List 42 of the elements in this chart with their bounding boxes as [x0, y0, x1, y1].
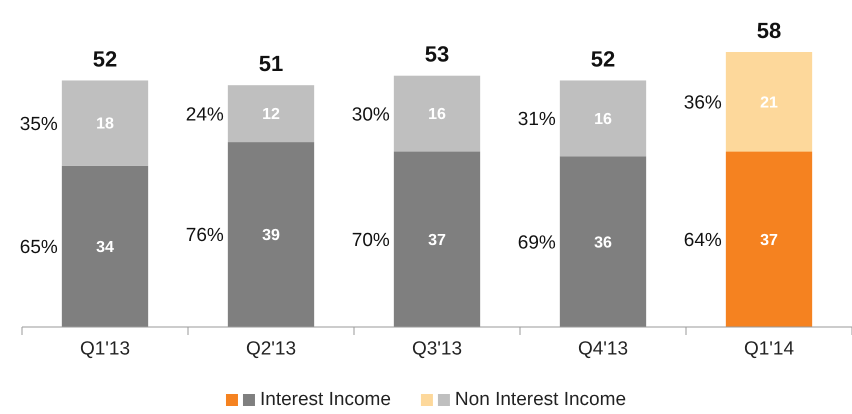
bar [228, 142, 314, 327]
bar [560, 80, 646, 156]
annotation: 35% [20, 114, 58, 135]
total-label: 58 [756, 18, 782, 43]
total-label: 52 [590, 46, 616, 72]
data-label: 37 [760, 232, 778, 249]
total-label: 52 [92, 46, 118, 72]
annotation: 31% [518, 109, 556, 130]
x-tick-label: Q2'13 [246, 338, 296, 360]
x-tick-label: Q1'14 [744, 338, 794, 360]
data-label: 12 [262, 106, 280, 124]
annotation: 24% [186, 104, 224, 126]
annotation: 64% [684, 230, 722, 251]
legend-label: Interest Income [260, 389, 391, 410]
annotation: 36% [684, 92, 722, 114]
bar [62, 166, 148, 327]
annotation: 30% [352, 104, 390, 126]
bar [394, 76, 480, 152]
bar [228, 85, 314, 142]
x-tick-label: Q4'13 [578, 338, 628, 360]
total-label: 51 [258, 51, 284, 76]
data-label: 36 [594, 234, 612, 252]
annotation: 70% [352, 230, 390, 251]
x-tick-label: Q3'13 [412, 338, 462, 360]
annotation: 69% [518, 232, 556, 254]
data-label: 18 [96, 116, 114, 133]
bar [726, 52, 812, 152]
data-label: 39 [262, 227, 280, 244]
annotation: 65% [20, 237, 58, 258]
bar [560, 156, 646, 327]
data-label: 16 [428, 106, 446, 124]
bar [726, 152, 812, 327]
data-label: 16 [594, 110, 612, 128]
x-tick-label: Q1'13 [80, 338, 130, 360]
bar [62, 80, 148, 166]
data-label: 21 [760, 94, 778, 112]
total-label: 53 [424, 42, 450, 67]
bar [394, 152, 480, 327]
annotation: 76% [186, 225, 224, 246]
legend-label: Non Interest Income [454, 389, 626, 410]
data-label: 37 [428, 232, 446, 249]
data-label: 34 [96, 238, 114, 256]
